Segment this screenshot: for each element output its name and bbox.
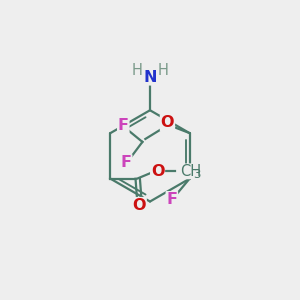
Text: 3: 3 — [194, 168, 201, 182]
Text: N: N — [143, 70, 157, 85]
Text: H: H — [158, 63, 169, 78]
Text: O: O — [161, 115, 174, 130]
Text: H: H — [131, 63, 142, 78]
Text: O: O — [151, 164, 164, 179]
Text: F: F — [121, 155, 132, 170]
Text: F: F — [167, 192, 177, 207]
Text: O: O — [133, 198, 146, 213]
Text: CH: CH — [180, 164, 201, 179]
Text: F: F — [118, 118, 129, 133]
